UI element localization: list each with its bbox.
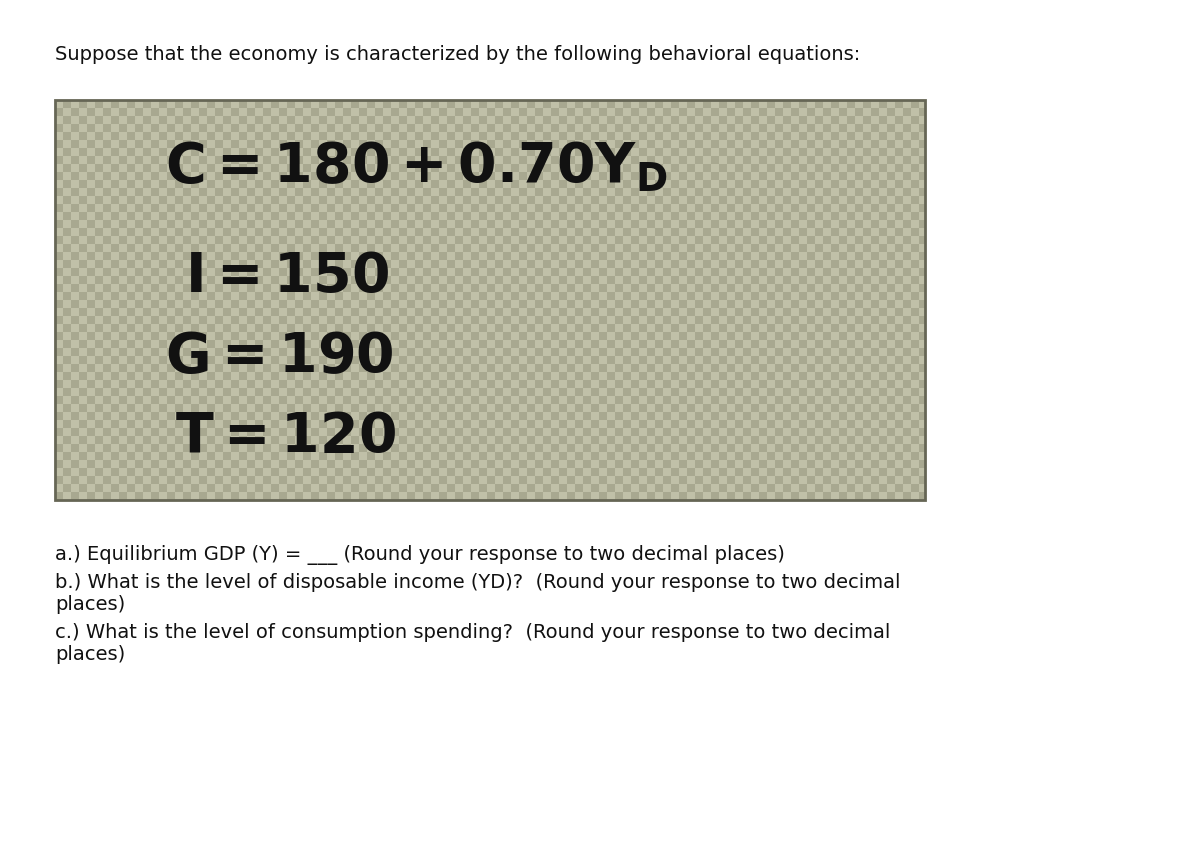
Bar (55, 100, 925, 500)
Text: $\mathbf{T = 120}$: $\mathbf{T = 120}$ (175, 410, 396, 464)
Text: $\mathbf{C = 180 + 0.70Y_D}$: $\mathbf{C = 180 + 0.70Y_D}$ (166, 140, 667, 194)
Text: b.) What is the level of disposable income (YD)?  (Round your response to two de: b.) What is the level of disposable inco… (55, 573, 900, 614)
Text: c.) What is the level of consumption spending?  (Round your response to two deci: c.) What is the level of consumption spe… (55, 623, 890, 664)
Text: $\mathbf{G = 190}$: $\mathbf{G = 190}$ (166, 330, 394, 384)
Text: $\mathbf{I = 150}$: $\mathbf{I = 150}$ (185, 250, 389, 304)
Text: Suppose that the economy is characterized by the following behavioral equations:: Suppose that the economy is characterize… (55, 45, 860, 64)
Text: a.) Equilibrium GDP (Y) = ___ (Round your response to two decimal places): a.) Equilibrium GDP (Y) = ___ (Round you… (55, 545, 785, 565)
